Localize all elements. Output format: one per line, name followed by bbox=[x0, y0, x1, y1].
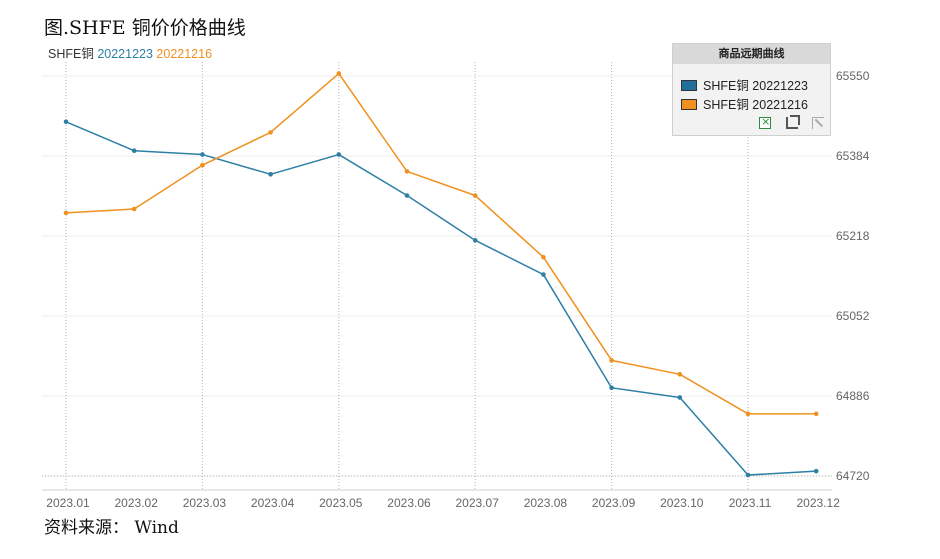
y-tick-label: 65052 bbox=[836, 309, 870, 323]
source-note: 资料来源： Wind bbox=[44, 518, 179, 538]
series-1-point bbox=[336, 152, 342, 157]
series-line-1 bbox=[65, 121, 817, 476]
series-1-point bbox=[745, 472, 751, 478]
expand-icon[interactable] bbox=[812, 117, 824, 129]
x-tick-label: 2023.11 bbox=[729, 496, 772, 510]
crop-icon[interactable] bbox=[785, 115, 800, 129]
x-tick-label: 2023.12 bbox=[797, 496, 841, 510]
series-2-point bbox=[200, 162, 205, 168]
x-tick-label: 2023.01 bbox=[46, 496, 90, 510]
series-1-point bbox=[131, 148, 137, 153]
y-tick-label: 64886 bbox=[836, 389, 870, 403]
x-tick-label: 2023.03 bbox=[183, 496, 227, 510]
series-2-point bbox=[677, 372, 683, 377]
series-header-date-1: 20221223 bbox=[93, 47, 153, 61]
legend-label-series-2: SHFE铜 20221216 bbox=[703, 98, 808, 112]
series-1-point bbox=[404, 193, 410, 198]
x-tick-label: 2023.02 bbox=[115, 496, 159, 510]
series-2-point bbox=[541, 254, 546, 260]
x-tick-label: 2023.09 bbox=[592, 496, 636, 510]
x-tick-label: 2023.06 bbox=[387, 496, 431, 510]
series-2-point bbox=[404, 169, 410, 174]
series-1-point bbox=[268, 172, 273, 177]
series-2-point bbox=[745, 411, 751, 417]
series-line-2 bbox=[65, 72, 817, 415]
series-1-point bbox=[200, 152, 205, 157]
legend-swatch-series-1 bbox=[681, 80, 697, 91]
series-2-point bbox=[63, 210, 69, 216]
series-1-point bbox=[609, 385, 614, 391]
y-tick-label: 65384 bbox=[836, 149, 870, 163]
series-header-label: SHFE铜 bbox=[48, 47, 94, 61]
excel-export-icon[interactable] bbox=[759, 115, 772, 129]
x-tick-label: 2023.07 bbox=[456, 496, 500, 510]
chart-title: 图.SHFE 铜价价格曲线 bbox=[44, 17, 246, 39]
y-tick-label: 65550 bbox=[836, 69, 870, 83]
legend-title: 商品远期曲线 bbox=[673, 44, 830, 64]
series-1-point bbox=[472, 238, 478, 243]
series-2-point bbox=[268, 130, 273, 135]
legend-toolbar bbox=[749, 115, 824, 130]
series-2-point bbox=[813, 411, 819, 417]
series-2-point bbox=[609, 358, 614, 363]
x-tick-label: 2023.10 bbox=[660, 496, 704, 510]
legend-swatch-series-2 bbox=[681, 99, 697, 110]
y-tick-label: 64720 bbox=[836, 469, 870, 483]
x-tick-label: 2023.08 bbox=[524, 496, 568, 510]
series-1-point bbox=[541, 272, 546, 277]
series-1-point bbox=[813, 468, 819, 474]
series-2-point bbox=[472, 193, 478, 198]
series-header: SHFE铜 20221223 20221216 bbox=[48, 43, 212, 62]
x-tick-label: 2023.04 bbox=[251, 496, 295, 510]
series-1-point bbox=[63, 119, 69, 125]
legend-label-series-1: SHFE铜 20221223 bbox=[703, 79, 808, 93]
legend-panel[interactable]: 商品远期曲线 SHFE铜 20221223 SHFE铜 20221216 bbox=[672, 43, 831, 136]
series-2-point bbox=[131, 206, 137, 212]
series-header-date-2: 20221216 bbox=[152, 47, 213, 61]
y-tick-label: 65218 bbox=[836, 229, 870, 243]
legend-item-series-1[interactable]: SHFE铜 20221223 bbox=[681, 75, 808, 93]
series-2-point bbox=[336, 71, 342, 76]
x-tick-label: 2023.05 bbox=[319, 496, 363, 510]
legend-item-series-2[interactable]: SHFE铜 20221216 bbox=[681, 94, 808, 112]
series-1-point bbox=[677, 395, 683, 400]
